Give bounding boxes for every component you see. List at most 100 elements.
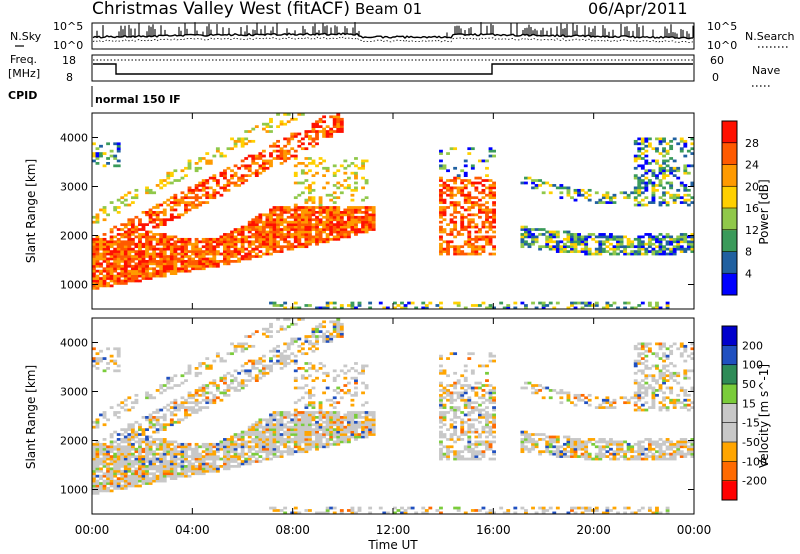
heatmap-cell [127,467,132,471]
heatmap-cell [315,342,319,346]
heatmap-cell [329,435,334,439]
heatmap-cell [591,237,596,241]
heatmap-cell [130,218,135,222]
heatmap-cell [176,257,181,261]
heatmap-cell [580,235,585,239]
heatmap-cell [403,306,408,310]
heatmap-cell [120,484,125,488]
heatmap-cell [449,245,454,249]
heatmap-cell [254,330,259,333]
heatmap-cell [173,401,178,405]
heatmap-cell [676,247,681,251]
heatmap-cell [492,196,496,200]
heatmap-cell [598,247,603,251]
heatmap-cell [212,465,217,468]
heatmap-cell [573,188,578,192]
heatmap-cell [304,425,309,429]
heatmap-cell [223,447,227,451]
heatmap-cell [198,240,203,244]
heatmap-cell [446,169,450,173]
heatmap-cell [166,450,171,454]
heatmap-cell [463,225,468,229]
heatmap-cell [286,225,291,229]
heatmap-cell [148,272,153,275]
heatmap-cell [233,142,238,146]
heatmap-cell [123,193,128,197]
heatmap-cell [123,247,128,251]
heatmap-cell [485,174,489,177]
heatmap-cell [226,352,231,356]
heatmap-cell [336,320,341,324]
heatmap-cell [467,418,472,422]
heatmap-cell [152,260,157,263]
heatmap-cell [290,215,295,219]
heatmap-cell [205,450,210,454]
heatmap-cell [300,447,305,451]
heatmap-cell [315,137,319,141]
heatmap-cell [477,159,482,163]
heatmap-cell [269,144,273,148]
heatmap-cell [644,252,649,256]
heatmap-cell [311,401,316,405]
heatmap-cell [545,245,550,249]
heatmap-cell [145,186,149,190]
heatmap-cell [269,435,273,439]
heatmap-cell [116,482,121,485]
heatmap-cell [159,469,164,473]
heatmap-cell [102,357,107,360]
heatmap-cell [304,198,309,202]
heatmap-cell [113,240,118,244]
heatmap-cell [488,223,493,226]
heatmap-cell [279,120,284,124]
heatmap-cell [470,250,475,253]
heatmap-cell [205,357,210,360]
heatmap-cell [215,237,220,241]
heatmap-cell [237,381,242,385]
heatmap-cell [127,465,132,468]
heatmap-cell [456,455,461,458]
heatmap-cell [123,477,128,480]
heatmap-cell [609,233,613,236]
heatmap-cell [524,433,528,436]
heatmap-cell [269,152,273,155]
heatmap-cell [141,433,146,436]
heatmap-cell [173,413,178,417]
heatmap-cell [534,306,539,310]
heatmap-cell [130,228,135,231]
heatmap-cell [141,428,146,431]
heatmap-cell [439,381,443,385]
heatmap-cell [113,252,118,256]
heatmap-cell [453,235,458,239]
colorbar-tick-label: 16 [745,202,759,215]
heatmap-cell [95,482,100,485]
heatmap-cell [95,250,100,253]
heatmap-cell [460,396,465,400]
colorbar-swatch [722,208,737,231]
heatmap-cell [226,455,231,458]
heatmap-cell [676,166,681,170]
heatmap-cell [226,445,231,449]
heatmap-cell [290,428,295,431]
heatmap-cell [166,171,171,175]
heatmap-cell [279,425,284,429]
heatmap-cell [570,237,574,241]
heatmap-cell [442,452,447,456]
heatmap-cell [644,137,649,141]
heatmap-cell [95,260,100,263]
heatmap-cell [361,228,365,231]
heatmap-cell [453,201,458,204]
heatmap-cell [566,233,571,236]
heatmap-cell [127,450,132,454]
heatmap-cell [357,371,362,375]
heatmap-cell [449,186,454,190]
heatmap-cell [184,237,188,241]
heatmap-cell [308,191,312,195]
heatmap-cell [442,198,447,202]
heatmap-cell [279,433,284,436]
heatmap-cell [322,325,327,329]
heatmap-cell [644,242,649,246]
heatmap-cell [492,184,496,187]
heatmap-cell [346,218,351,222]
heatmap-cell [492,193,496,197]
heatmap-cell [283,206,288,209]
